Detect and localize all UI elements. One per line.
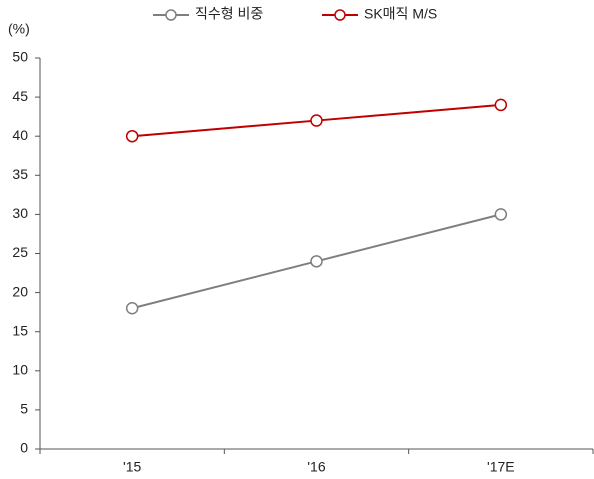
point (125, 129, 139, 143)
legend-marker (334, 9, 346, 21)
y-tick-label: 30 (12, 205, 28, 221)
y-tick-label: 35 (12, 166, 28, 182)
legend-item: 직수형 비중 (153, 6, 263, 22)
point (310, 114, 323, 127)
y-tick-label: 20 (12, 283, 28, 299)
x-tick-label: '16 (307, 459, 325, 475)
y-tick-label: 0 (20, 440, 28, 456)
point (494, 98, 508, 112)
legend-item: SK매직 M/S (322, 6, 437, 22)
y-tick-label: 10 (12, 362, 28, 378)
y-tick-label: 45 (12, 88, 28, 104)
x-tick-label: '15 (123, 459, 141, 475)
point (494, 208, 508, 221)
y-tick-label: 25 (12, 244, 28, 260)
y-tick-label: 15 (12, 322, 28, 338)
legend-label: SK매직 M/S (364, 6, 437, 22)
x-tick-label: '17E (487, 459, 515, 475)
point (310, 255, 323, 268)
y-tick-label: 40 (12, 127, 28, 143)
y-axis-label: (%) (8, 21, 30, 37)
y-tick-label: 5 (20, 401, 28, 417)
legend-marker (165, 9, 177, 21)
point (125, 301, 139, 315)
legend-label: 직수형 비중 (195, 6, 263, 22)
y-tick-label: 50 (12, 49, 28, 65)
